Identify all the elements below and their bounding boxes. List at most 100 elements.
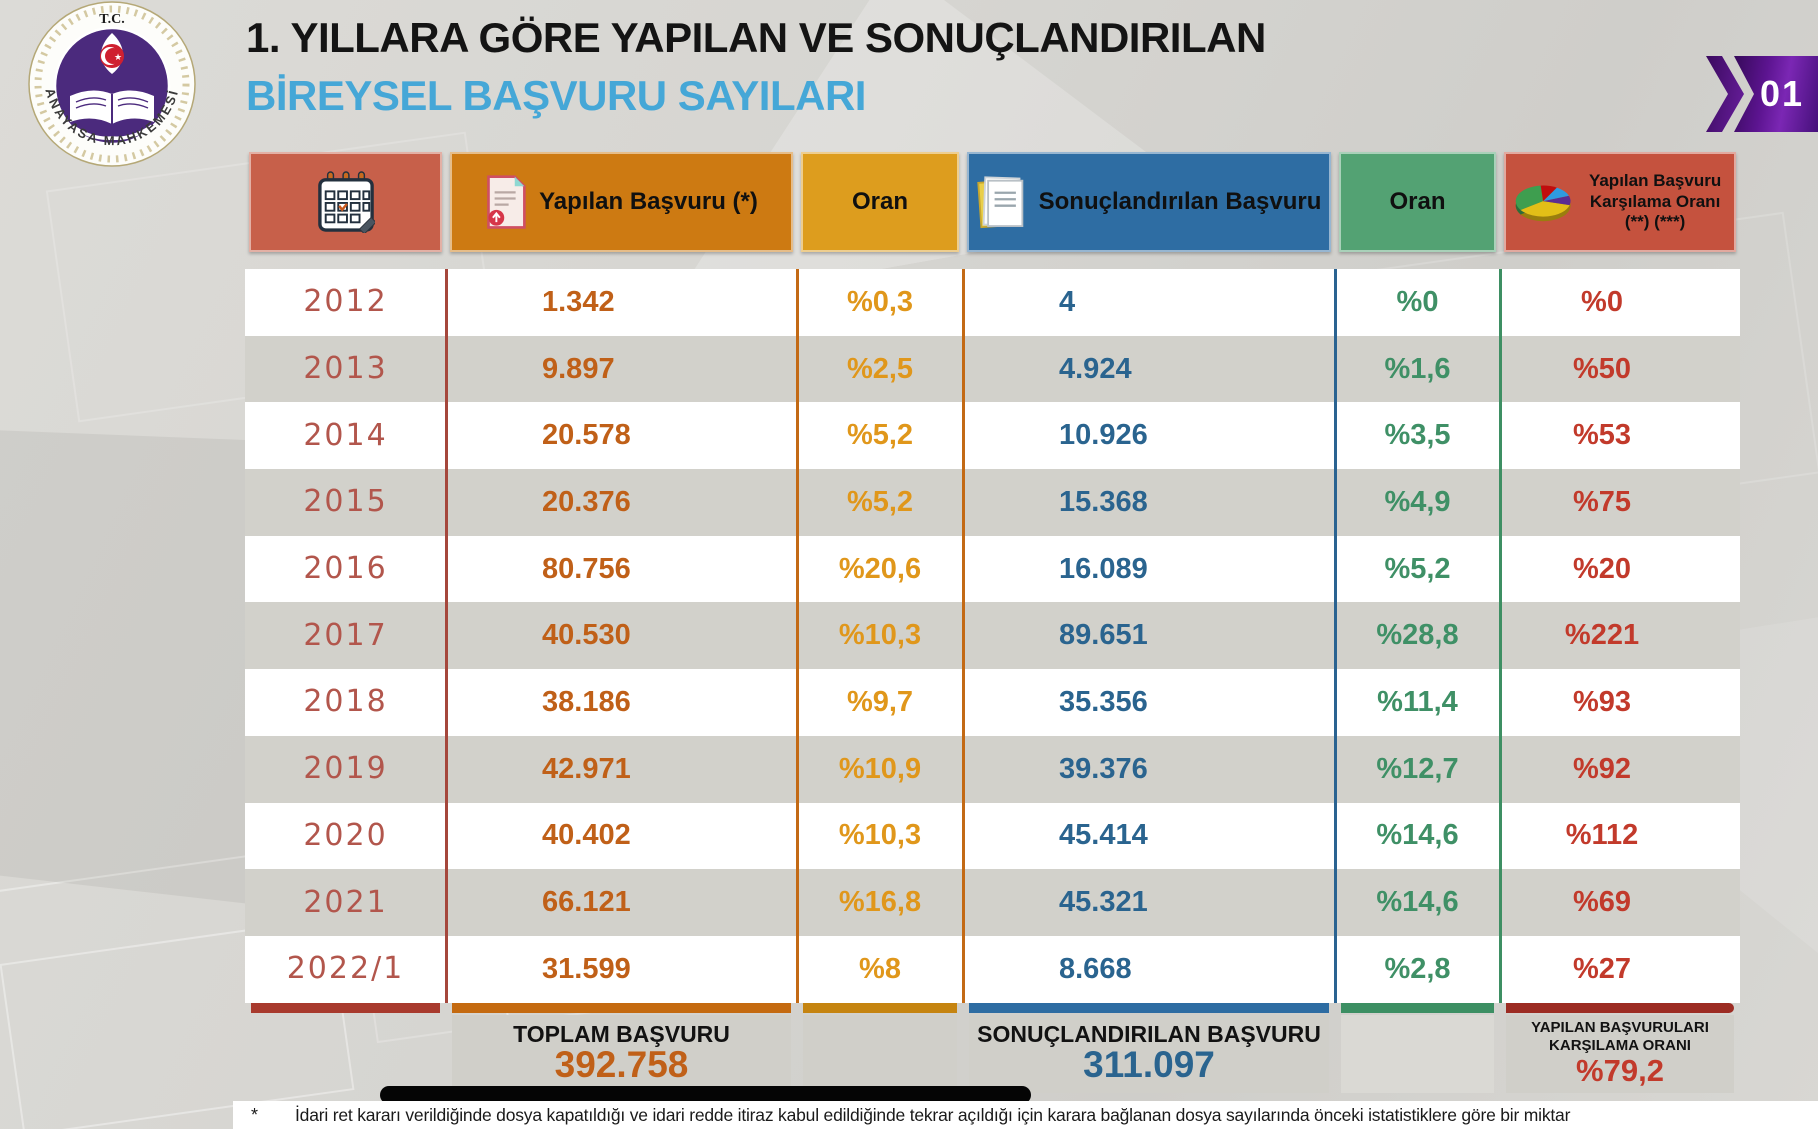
year-column-bar [251, 1002, 440, 1013]
cell-karsilama-orani: %69 [1572, 886, 1632, 919]
cell-sonuclandirilan-basvuru: 45.321 [1059, 886, 1148, 919]
cell-oran-2: %11,4 [1377, 685, 1458, 718]
table-header-row: Yapılan Başvuru (*) Oran Sonuçlandırılan… [245, 152, 1740, 252]
cell-sonuclandirilan-basvuru: 10.926 [1059, 419, 1148, 452]
cell-karsilama-orani: %50 [1572, 352, 1632, 385]
cell-oran-2: %0 [1396, 285, 1439, 318]
total-karsilama-block: YAPILAN BAŞVURULARI KARŞILAMA ORANI %79,… [1506, 1014, 1734, 1093]
column-divider [445, 269, 448, 1003]
yapilan-column-bar [452, 1002, 791, 1013]
cell-oran-1: %0,3 [846, 285, 914, 318]
table-row: 2022/1 31.599 %8 8.668 %2,8 %27 [245, 935, 1740, 1003]
cell-oran-1: %10,3 [838, 819, 922, 852]
cell-oran-1: %9,7 [846, 685, 914, 718]
column-divider [962, 269, 965, 1003]
total-yapilan-block: TOPLAM BAŞVURU 392.758 [452, 1014, 791, 1093]
cell-oran-1: %8 [859, 952, 901, 985]
calendar-icon [317, 171, 375, 233]
header-label: Oran [851, 188, 908, 215]
totals-row: TOPLAM BAŞVURU 392.758 SONUÇLANDIRILAN B… [245, 1014, 1740, 1093]
total-oran2-block [1341, 1014, 1494, 1093]
court-emblem-logo: T.C. ★ ANAYASA MAHKEMESİ [26, 0, 198, 170]
table-row: 2014 20.578 %5,2 10.926 %3,5 %53 [245, 402, 1740, 470]
footnote: * İdari ret kararı verildiğinde dosya ka… [233, 1101, 1818, 1129]
header-label: Yapılan Başvuru (*) [539, 188, 758, 215]
column-divider [1499, 269, 1502, 1003]
header-yapilan-basvuru: Yapılan Başvuru (*) [450, 152, 793, 252]
header-sonuclandirilan-basvuru: Sonuçlandırılan Başvuru [967, 152, 1331, 252]
cell-oran-2: %5,2 [1384, 552, 1451, 585]
cell-year: 2015 [303, 484, 388, 520]
cell-sonuclandirilan-basvuru: 89.651 [1059, 619, 1148, 652]
table-row: 2012 1.342 %0,3 4 %0 %0 [245, 269, 1740, 336]
total-label: TOPLAM BAŞVURU [513, 1021, 730, 1048]
pie-chart-icon [1515, 185, 1571, 222]
footnote-text: İdari ret kararı verildiğinde dosya kapa… [295, 1104, 1571, 1125]
cell-yapilan-basvuru: 20.578 [542, 419, 631, 452]
cell-oran-2: %14,6 [1376, 886, 1459, 919]
header-karsilama-orani: Yapılan Başvuru Karşılama Oranı (**) (**… [1504, 152, 1736, 252]
cell-oran-2: %28,8 [1376, 619, 1459, 652]
cell-sonuclandirilan-basvuru: 35.356 [1059, 685, 1148, 718]
cell-karsilama-orani: %27 [1572, 952, 1632, 985]
total-oran1-block [803, 1014, 957, 1093]
open-book-icon [70, 90, 154, 124]
cell-karsilama-orani: %221 [1564, 619, 1640, 652]
cell-sonuclandirilan-basvuru: 4 [1059, 285, 1076, 318]
cell-oran-2: %2,8 [1384, 952, 1451, 985]
header-year [249, 152, 442, 252]
cell-yapilan-basvuru: 1.342 [542, 285, 615, 318]
header-oran-1: Oran [801, 152, 959, 252]
total-value: 311.097 [1083, 1044, 1215, 1086]
total-label: YAPILAN BAŞVURULARI KARŞILAMA ORANI [1531, 1019, 1709, 1055]
table-row: 2013 9.897 %2,5 4.924 %1,6 %50 [245, 335, 1740, 403]
cell-year: 2014 [303, 417, 388, 453]
karsilama-column-bar [1506, 1002, 1734, 1013]
cell-oran-1: %10,9 [838, 752, 922, 785]
total-sonuclandirilan-block: SONUÇLANDIRILAN BAŞVURU 311.097 [969, 1014, 1329, 1093]
cell-year: 2020 [303, 817, 388, 853]
cell-karsilama-orani: %93 [1572, 685, 1632, 718]
laurel-branch [70, 124, 154, 140]
cell-sonuclandirilan-basvuru: 15.368 [1059, 485, 1148, 518]
cell-year: 2012 [303, 284, 388, 320]
oran1-column-bar [803, 1002, 957, 1013]
cell-oran-2: %3,5 [1384, 419, 1451, 452]
cell-oran-1: %10,3 [838, 619, 922, 652]
table-body: 2012 1.342 %0,3 4 %0 %0 2013 9.897 %2,5 … [245, 269, 1740, 1003]
table-row: 2015 20.376 %5,2 15.368 %4,9 %75 [245, 469, 1740, 536]
cell-oran-1: %16,8 [838, 886, 922, 919]
cell-yapilan-basvuru: 9.897 [542, 352, 615, 385]
cell-sonuclandirilan-basvuru: 8.668 [1059, 952, 1132, 985]
cell-year: 2013 [303, 351, 388, 387]
table-row: 2021 66.121 %16,8 45.321 %14,6 %69 [245, 869, 1740, 936]
cell-yapilan-basvuru: 66.121 [542, 886, 631, 919]
sonuclandirilan-column-bar [969, 1002, 1329, 1013]
cell-oran-2: %1,6 [1384, 352, 1451, 385]
document-upload-icon [487, 175, 526, 229]
cell-oran-2: %12,7 [1376, 752, 1459, 785]
cell-oran-2: %14,6 [1376, 819, 1459, 852]
divider-pill [380, 1086, 1031, 1104]
chain-ring [34, 5, 190, 163]
table-row: 2016 80.756 %20,6 16.089 %5,2 %20 [245, 535, 1740, 603]
cell-yapilan-basvuru: 38.186 [542, 685, 631, 718]
page-title-line1: 1. YILLARA GÖRE YAPILAN VE SONUÇLANDIRIL… [246, 14, 1266, 61]
cell-oran-1: %2,5 [846, 352, 914, 385]
page-title-line2: BİREYSEL BAŞVURU SAYILARI [246, 72, 866, 119]
table-row: 2019 42.971 %10,9 39.376 %12,7 %92 [245, 735, 1740, 803]
header-label: Sonuçlandırılan Başvuru [1038, 188, 1322, 215]
column-divider [796, 269, 799, 1003]
cell-yapilan-basvuru: 80.756 [542, 552, 631, 585]
cell-yapilan-basvuru: 42.971 [542, 752, 631, 785]
cell-karsilama-orani: %0 [1581, 285, 1623, 318]
header-label: Oran [1389, 188, 1446, 215]
cell-karsilama-orani: %92 [1572, 752, 1632, 785]
cell-karsilama-orani: %112 [1565, 819, 1639, 852]
cell-oran-2: %4,9 [1384, 485, 1451, 518]
header-oran-2: Oran [1339, 152, 1496, 252]
table-row: 2020 40.402 %10,3 45.414 %14,6 %112 [245, 802, 1740, 870]
column-divider [1334, 269, 1337, 1003]
cell-year: 2021 [303, 884, 388, 920]
